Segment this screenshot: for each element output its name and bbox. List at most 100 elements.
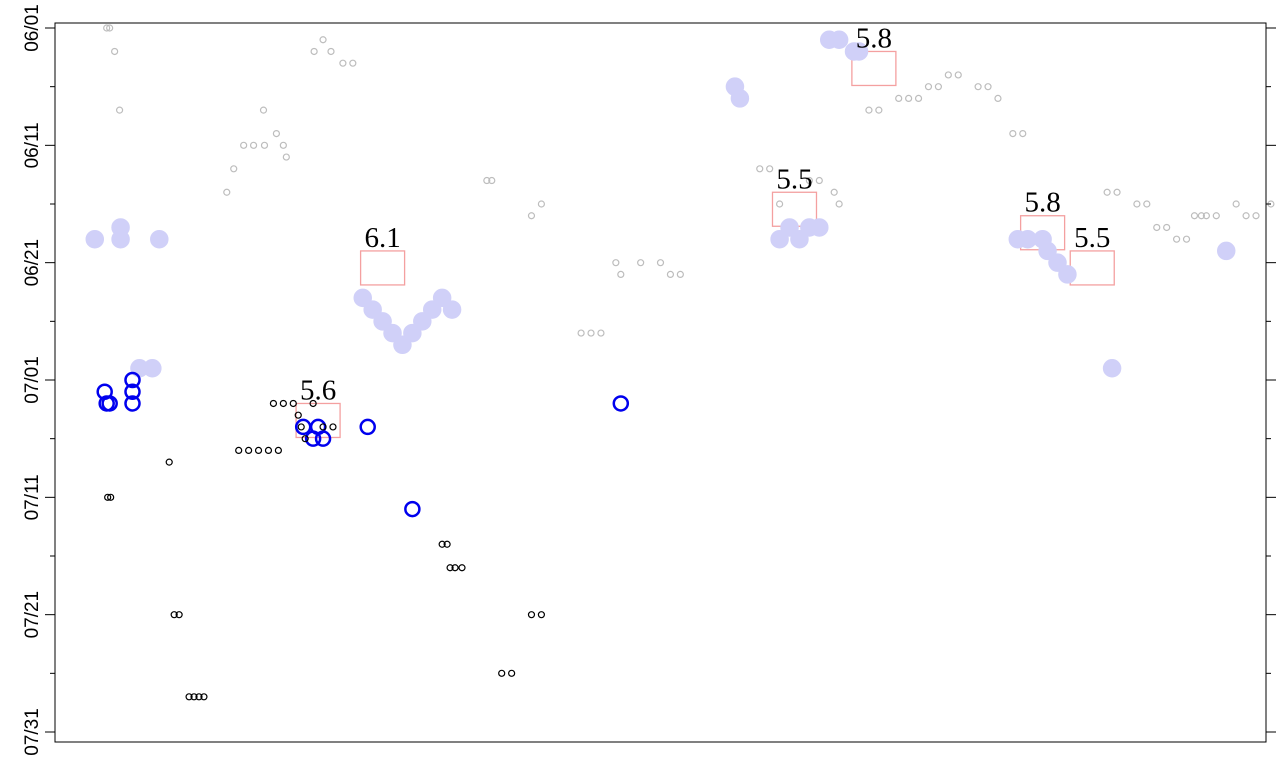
data-point bbox=[1019, 130, 1027, 138]
data-point bbox=[914, 94, 923, 103]
data-point bbox=[422, 300, 442, 319]
data-point bbox=[443, 540, 451, 548]
data-point bbox=[339, 59, 347, 67]
data-point bbox=[770, 229, 789, 249]
data-point bbox=[432, 288, 452, 308]
data-point bbox=[617, 270, 625, 278]
data-point bbox=[165, 458, 173, 466]
data-point bbox=[329, 423, 337, 431]
data-point bbox=[924, 83, 933, 91]
data-point bbox=[230, 165, 238, 173]
data-point bbox=[294, 411, 302, 419]
data-point bbox=[200, 693, 208, 701]
data-point bbox=[289, 399, 297, 408]
data-point bbox=[597, 329, 605, 337]
data-point bbox=[353, 288, 372, 308]
data-point bbox=[107, 493, 115, 501]
data-point bbox=[829, 30, 849, 49]
magnitude-label: 5.8 bbox=[856, 22, 892, 54]
data-point bbox=[249, 141, 258, 149]
data-point bbox=[1202, 212, 1210, 220]
data-point bbox=[1133, 200, 1141, 208]
data-point bbox=[815, 176, 823, 185]
data-point bbox=[319, 36, 327, 44]
data-point bbox=[612, 259, 620, 267]
data-point bbox=[124, 371, 141, 389]
data-point bbox=[612, 395, 630, 412]
magnitude-label: 5.6 bbox=[300, 374, 336, 406]
magnitude-label: 5.8 bbox=[1024, 187, 1060, 219]
data-point bbox=[666, 270, 675, 278]
data-point bbox=[790, 229, 809, 249]
data-point bbox=[442, 300, 462, 319]
data-point bbox=[1163, 223, 1171, 232]
y-tick-label: 07/31 bbox=[22, 708, 43, 756]
data-point bbox=[527, 611, 536, 619]
data-point bbox=[260, 141, 269, 149]
points-layer bbox=[85, 24, 1275, 701]
data-point bbox=[537, 611, 546, 619]
data-point bbox=[245, 446, 253, 454]
data-point bbox=[185, 693, 193, 701]
data-point bbox=[537, 200, 546, 208]
data-point bbox=[373, 312, 392, 331]
data-point bbox=[905, 94, 913, 103]
data-point bbox=[297, 423, 305, 431]
data-point bbox=[327, 47, 335, 56]
y-tick-label: 06/11 bbox=[22, 122, 43, 168]
event-box bbox=[295, 402, 341, 439]
data-point bbox=[1048, 253, 1067, 272]
data-point bbox=[124, 395, 141, 412]
data-point bbox=[106, 24, 114, 32]
data-point bbox=[488, 176, 496, 185]
data-point bbox=[150, 229, 169, 249]
event-box bbox=[1069, 250, 1115, 286]
plot-frame bbox=[54, 22, 1267, 743]
data-point bbox=[269, 399, 278, 408]
data-point bbox=[1242, 212, 1250, 220]
data-point bbox=[1113, 188, 1121, 196]
data-point bbox=[143, 359, 162, 378]
data-point bbox=[235, 446, 243, 454]
y-tick-label: 07/21 bbox=[22, 591, 43, 639]
data-point bbox=[319, 423, 327, 431]
data-point bbox=[498, 669, 506, 677]
data-point bbox=[104, 493, 112, 501]
data-point bbox=[195, 693, 203, 701]
data-point bbox=[587, 329, 595, 337]
data-point bbox=[1182, 235, 1191, 243]
data-point bbox=[1216, 241, 1236, 261]
data-point bbox=[865, 106, 873, 114]
data-point bbox=[1212, 212, 1220, 220]
data-point bbox=[363, 300, 382, 319]
data-point bbox=[895, 94, 903, 103]
data-point bbox=[103, 24, 111, 32]
data-point bbox=[984, 83, 992, 91]
data-point bbox=[310, 47, 318, 56]
data-point bbox=[1143, 200, 1151, 208]
data-point bbox=[1009, 130, 1017, 138]
data-point bbox=[849, 42, 869, 61]
data-point bbox=[393, 335, 412, 355]
data-point bbox=[954, 71, 962, 79]
data-point bbox=[1172, 235, 1181, 243]
data-point bbox=[254, 446, 263, 454]
data-point bbox=[1190, 212, 1199, 220]
data-point bbox=[111, 47, 119, 56]
data-point bbox=[282, 153, 290, 161]
data-point bbox=[85, 229, 105, 249]
data-point bbox=[508, 669, 516, 677]
y-tick-label: 06/21 bbox=[22, 239, 43, 287]
data-point bbox=[446, 564, 454, 572]
magnitude-label-layer: 6.1 5.6 5.5 5.8 5.8 5.5 bbox=[300, 22, 1110, 406]
data-point bbox=[637, 259, 645, 267]
data-point bbox=[994, 94, 1002, 103]
data-point bbox=[835, 200, 843, 208]
data-point bbox=[974, 83, 982, 91]
data-point bbox=[259, 106, 268, 114]
data-point bbox=[272, 130, 281, 138]
data-point bbox=[403, 323, 422, 343]
data-point bbox=[404, 500, 421, 518]
y-tick-label: 07/11 bbox=[22, 474, 43, 520]
y-tick-label: 07/01 bbox=[22, 356, 43, 404]
